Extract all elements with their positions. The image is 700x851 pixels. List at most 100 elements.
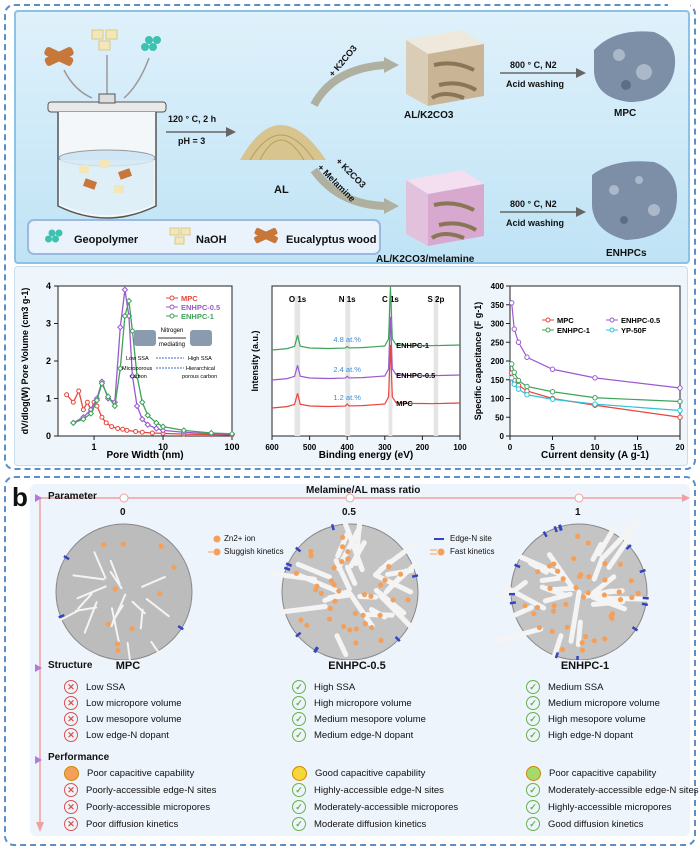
zn-ion xyxy=(551,603,557,609)
panel-b-axes xyxy=(35,493,690,832)
pore-channel xyxy=(591,554,606,582)
x-tick-label: 600 xyxy=(265,443,279,452)
zn-ion xyxy=(382,577,388,583)
zn-ion xyxy=(129,626,135,632)
legend-label: ENHPC-0.5 xyxy=(621,316,660,325)
n-content-annotation: 1.2 at.% xyxy=(333,393,361,402)
zn-ion xyxy=(308,553,314,559)
face-icon xyxy=(64,766,79,781)
data-point xyxy=(677,385,683,391)
ratio-0-5: 0.5 xyxy=(342,507,356,518)
zn-ion xyxy=(336,588,342,594)
check-icon: ✓ xyxy=(292,783,306,797)
legend-geopolymer: Geopolymer xyxy=(74,234,139,246)
sample-enhpc-1: ENHPC-1 xyxy=(560,660,610,672)
data-point xyxy=(115,426,121,431)
cross-icon: ✕ xyxy=(64,712,78,726)
y-tick-label: 300 xyxy=(491,320,505,329)
face-icon xyxy=(526,766,541,781)
zn-ion xyxy=(629,594,635,601)
performance-label: Performance xyxy=(48,752,110,763)
zn-ion xyxy=(555,568,561,574)
data-point xyxy=(592,401,598,407)
property-row: ✓ Good diffusion kinetics xyxy=(526,817,643,831)
zn-ion xyxy=(609,611,616,617)
data-point xyxy=(111,402,119,410)
data-point xyxy=(80,407,86,413)
zn-ion xyxy=(617,597,624,603)
legend-marker xyxy=(169,304,175,310)
pore-channel xyxy=(150,640,164,660)
lower-cond-2: Acid washing xyxy=(506,218,565,228)
data-point xyxy=(549,366,556,372)
y-tick-label: 1 xyxy=(46,394,51,404)
data-point xyxy=(592,395,598,401)
data-point xyxy=(139,399,146,406)
peak-label: O 1s xyxy=(289,295,307,304)
pore-channel xyxy=(141,575,166,588)
property-text: Medium SSA xyxy=(548,681,604,693)
pore-channel xyxy=(590,574,617,596)
data-point xyxy=(509,375,515,381)
data-point xyxy=(524,392,530,398)
property-text: Good capacitive capability xyxy=(315,768,426,779)
property-text: Moderately-accessible micropores xyxy=(314,801,459,813)
zn-ion xyxy=(571,555,577,562)
check-icon: ✓ xyxy=(526,783,540,797)
pore-channel xyxy=(539,584,568,598)
data-point xyxy=(121,286,129,293)
zn-ion xyxy=(585,590,591,596)
pore-channel xyxy=(353,520,363,567)
zn-ion xyxy=(120,541,126,547)
zn-ion xyxy=(602,560,608,567)
zn-ion xyxy=(293,570,299,576)
mpc-carbon-icon xyxy=(594,31,676,103)
property-row: ✓ Highly-accessible micropores xyxy=(526,800,672,814)
edge-n-site xyxy=(295,546,302,553)
data-point xyxy=(159,423,167,430)
pore-channel xyxy=(76,585,107,600)
zn-ion xyxy=(386,564,392,570)
zn-ion xyxy=(578,572,584,578)
data-point xyxy=(99,414,105,420)
zn-ion xyxy=(378,637,384,643)
zn-ion xyxy=(550,608,557,614)
zn-ion xyxy=(345,556,351,562)
data-point xyxy=(133,429,139,434)
panel-b xyxy=(4,476,696,846)
cross-icon: ✕ xyxy=(64,680,78,694)
face-icon xyxy=(292,766,307,781)
zn-ion xyxy=(339,534,346,540)
n-content-annotation: 2.4 at.% xyxy=(333,365,361,374)
legend-sluggish-icon xyxy=(208,548,221,556)
upper-cond-1: 800 ° C, N2 xyxy=(510,60,557,70)
zn-ion xyxy=(377,612,383,618)
x-tick-label: 10 xyxy=(158,442,168,452)
data-point xyxy=(125,297,133,305)
check-icon: ✓ xyxy=(526,800,540,814)
check-icon: ✓ xyxy=(526,728,540,742)
x-tick-label: 500 xyxy=(303,443,317,452)
zn-ion xyxy=(328,578,334,584)
pore-channel xyxy=(93,551,107,580)
pore-channel xyxy=(590,599,626,607)
pore-channel xyxy=(546,552,575,590)
property-text: High mesopore volume xyxy=(548,713,646,725)
property-text: Low SSA xyxy=(86,681,126,693)
zn-ion xyxy=(602,636,608,642)
pore-width-chart: 1 10 100 0 1 2 3 4 Pore Width (nm) dV/dlog(W) Por… xyxy=(20,281,240,461)
x-tick-label: 200 xyxy=(416,443,430,452)
edge-n-site xyxy=(63,555,70,561)
spectrum-label: MPC xyxy=(396,399,413,408)
pore-channel xyxy=(57,609,81,623)
data-point xyxy=(139,429,145,435)
zn-ion xyxy=(586,573,592,580)
zn-ion xyxy=(575,533,581,539)
zn-ion xyxy=(105,621,111,627)
edge-n-site xyxy=(642,596,649,600)
data-point xyxy=(133,402,141,410)
zn-ion xyxy=(158,543,164,549)
lower-product-label: ENHPCs xyxy=(606,248,647,259)
zn-ion xyxy=(580,594,587,600)
data-point xyxy=(592,375,598,381)
